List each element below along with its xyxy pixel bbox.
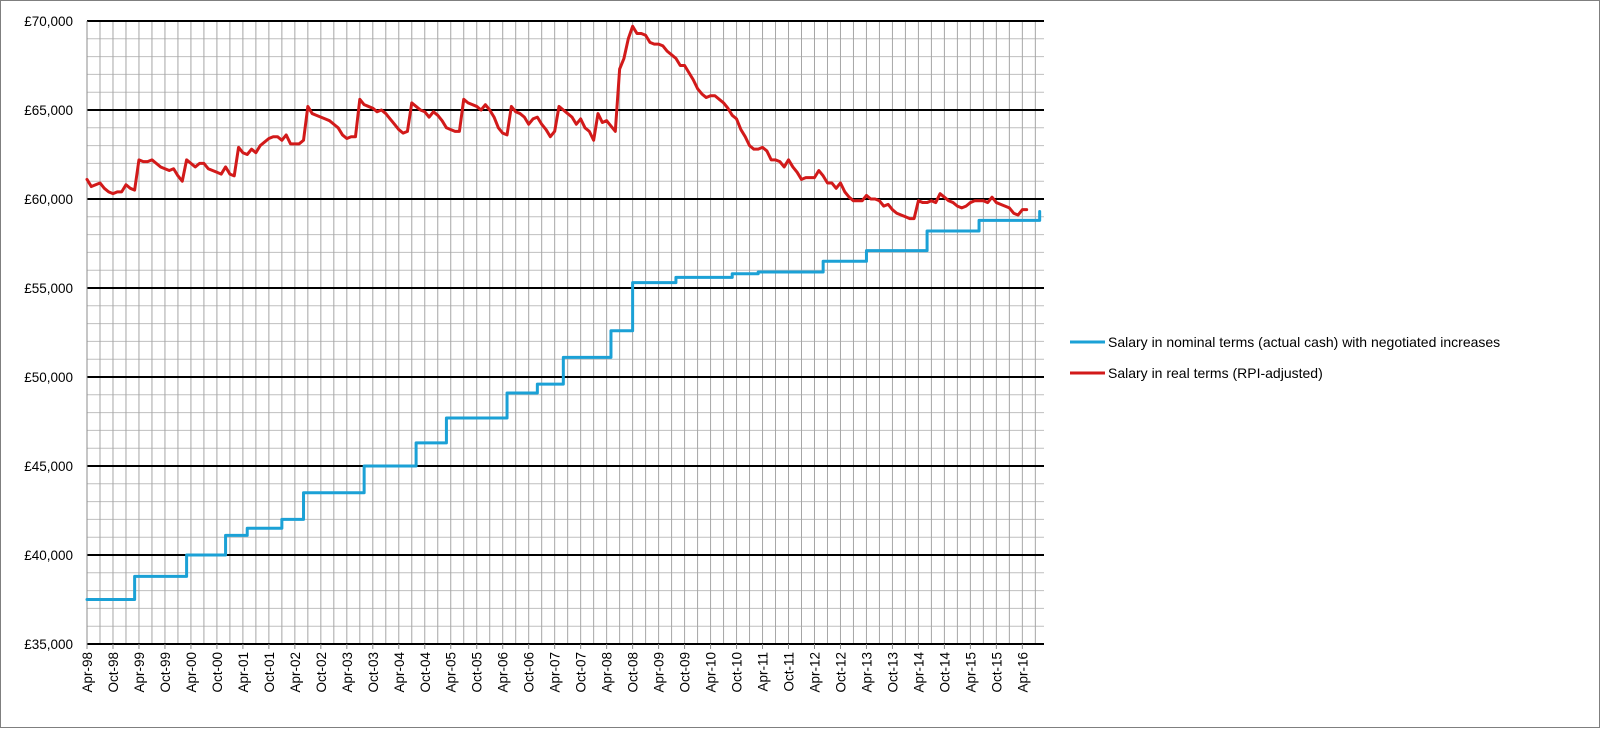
x-tick-label: Oct-12 bbox=[833, 652, 848, 693]
x-tick-label: Oct-14 bbox=[937, 652, 952, 693]
y-tick-label: £55,000 bbox=[24, 281, 73, 296]
x-tick-label: Apr-10 bbox=[704, 652, 719, 693]
x-tick-label: Oct-02 bbox=[314, 652, 329, 693]
legend-label: Salary in nominal terms (actual cash) wi… bbox=[1108, 334, 1500, 350]
x-tick-label: Oct-13 bbox=[885, 652, 900, 693]
x-tick-label: Apr-08 bbox=[600, 652, 615, 693]
x-tick-label: Oct-03 bbox=[366, 652, 381, 693]
series-line-nominal bbox=[85, 209, 1042, 601]
x-tick-label: Oct-08 bbox=[626, 652, 641, 693]
x-tick-label: Oct-09 bbox=[678, 652, 693, 693]
x-tick-label: Apr-02 bbox=[288, 652, 303, 693]
x-tick-label: Oct-11 bbox=[782, 652, 797, 692]
grid-lines bbox=[86, 20, 1044, 645]
legend-label: Salary in real terms (RPI-adjusted) bbox=[1108, 365, 1323, 381]
series-lines bbox=[85, 24, 1042, 601]
x-tick-label: Oct-00 bbox=[210, 652, 225, 693]
x-tick-label: Apr-11 bbox=[756, 652, 771, 692]
x-tick-label: Oct-10 bbox=[730, 652, 745, 693]
x-tick-label: Apr-06 bbox=[496, 652, 511, 693]
y-tick-label: £65,000 bbox=[24, 103, 73, 118]
x-tick-label: Oct-04 bbox=[418, 652, 433, 693]
y-tick-label: £60,000 bbox=[24, 192, 73, 207]
x-tick-label: Apr-15 bbox=[963, 652, 978, 693]
y-tick-label: £70,000 bbox=[24, 14, 73, 29]
x-axis: Apr-98 Oct-98 Apr-99 Oct-99 Apr-00 Oct-00 Apr-… bbox=[80, 644, 1030, 693]
x-tick-label: Oct-99 bbox=[158, 652, 173, 693]
x-tick-label: Apr-03 bbox=[340, 652, 355, 693]
x-tick-label: Apr-16 bbox=[1015, 652, 1030, 693]
y-tick-label: £45,000 bbox=[24, 459, 73, 474]
x-tick-label: Apr-98 bbox=[80, 652, 95, 693]
series-line-real bbox=[85, 24, 1029, 221]
x-tick-label: Apr-09 bbox=[652, 652, 667, 693]
x-tick-label: Apr-01 bbox=[236, 652, 251, 693]
x-tick-label: Oct-05 bbox=[470, 652, 485, 693]
x-tick-label: Apr-07 bbox=[548, 652, 563, 693]
x-tick-label: Apr-05 bbox=[444, 652, 459, 693]
legend: Salary in nominal terms (actual cash) wi… bbox=[1070, 334, 1500, 381]
x-tick-label: Apr-04 bbox=[392, 652, 407, 693]
y-tick-label: £35,000 bbox=[24, 637, 73, 652]
y-tick-label: £40,000 bbox=[24, 548, 73, 563]
y-axis: £35,000 £40,000 £45,000 £50,000 £55,000 £60,0… bbox=[24, 14, 88, 652]
x-tick-label: Apr-12 bbox=[807, 652, 822, 693]
x-tick-label: Apr-99 bbox=[132, 652, 147, 693]
x-tick-label: Apr-00 bbox=[184, 652, 199, 693]
x-tick-label: Oct-15 bbox=[989, 652, 1004, 693]
x-tick-label: Oct-98 bbox=[106, 652, 121, 693]
x-tick-label: Oct-07 bbox=[574, 652, 589, 693]
x-tick-label: Oct-01 bbox=[262, 652, 277, 693]
x-tick-label: Apr-13 bbox=[859, 652, 874, 693]
x-tick-label: Apr-14 bbox=[911, 652, 926, 693]
y-tick-label: £50,000 bbox=[24, 370, 73, 385]
x-tick-label: Oct-06 bbox=[522, 652, 537, 693]
